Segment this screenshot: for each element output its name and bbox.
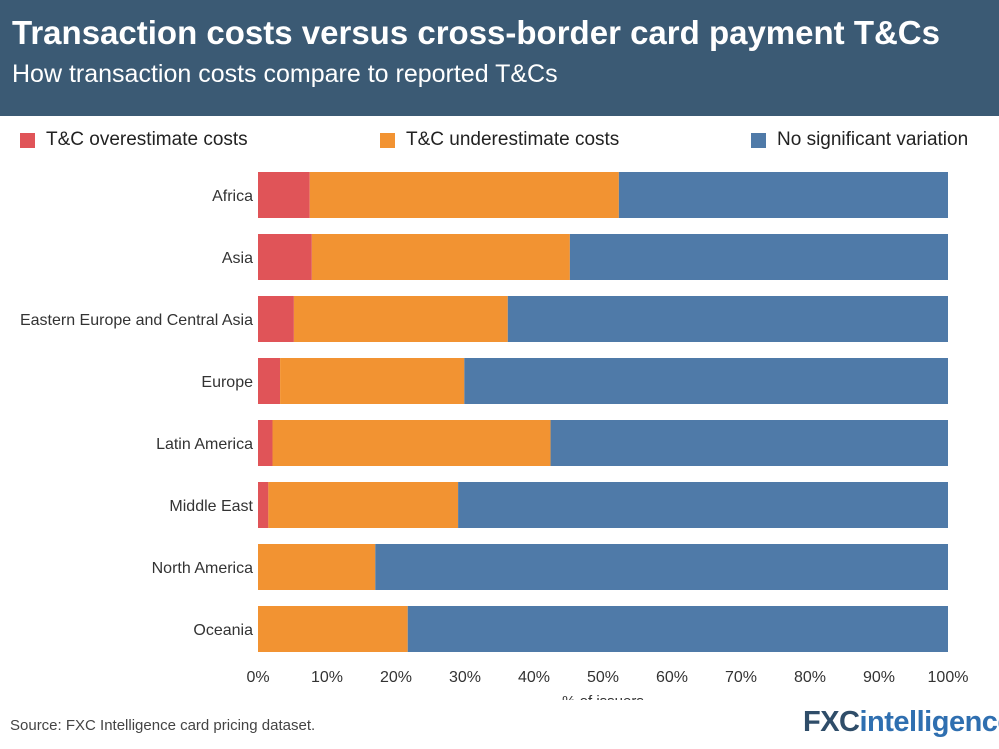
x-tick-label: 0% — [246, 669, 269, 686]
bar-oceania-no-significant-variation — [407, 606, 949, 652]
bar-europe-tandc-underestimate-costs — [280, 358, 465, 404]
bar-asia-tandc-underestimate-costs — [311, 234, 570, 280]
header-banner: Transaction costs versus cross-border ca… — [0, 0, 999, 116]
legend-item-underestimate: T&C underestimate costs — [380, 128, 619, 152]
bar-africa-tandc-overestimate-costs — [258, 172, 310, 218]
x-tick-label: 30% — [449, 669, 481, 686]
bar-middle-east-no-significant-variation — [458, 482, 948, 528]
x-axis-label: % of issuers — [562, 693, 644, 700]
bar-middle-east-tandc-overestimate-costs — [258, 482, 269, 528]
source-note: Source: FXC Intelligence card pricing da… — [10, 717, 316, 734]
bar-latin-america-tandc-overestimate-costs — [258, 420, 273, 466]
x-tick-label: 70% — [725, 669, 757, 686]
bar-latin-america-tandc-underestimate-costs — [272, 420, 551, 466]
fxc-intelligence-logo: FXCintelligence™ — [803, 706, 999, 739]
x-tick-label: 80% — [794, 669, 826, 686]
bar-asia-no-significant-variation — [569, 234, 948, 280]
bar-latin-america-no-significant-variation — [550, 420, 948, 466]
bar-north-america-tandc-underestimate-costs — [258, 544, 376, 590]
category-label-middle-east: Middle East — [169, 498, 253, 515]
category-label-oceania: Oceania — [193, 622, 253, 639]
category-label-europe: Europe — [201, 374, 253, 391]
legend-item-overestimate: T&C overestimate costs — [20, 128, 248, 152]
bar-oceania-tandc-underestimate-costs — [258, 606, 408, 652]
x-tick-label: 90% — [863, 669, 895, 686]
legend-label-underestimate: T&C underestimate costs — [406, 129, 620, 150]
legend-swatch-overestimate — [20, 132, 35, 148]
category-label-north-america: North America — [152, 560, 253, 577]
bar-europe-tandc-overestimate-costs — [258, 358, 281, 404]
x-tick-label: 50% — [587, 669, 619, 686]
category-label-asia: Asia — [222, 250, 253, 267]
legend-swatch-no-variation — [751, 132, 766, 148]
bar-asia-tandc-overestimate-costs — [258, 234, 312, 280]
bar-eastern-europe-and-central-asia-no-significant-variation — [507, 296, 948, 342]
x-tick-label: 40% — [518, 669, 550, 686]
bar-eastern-europe-and-central-asia-tandc-underestimate-costs — [293, 296, 508, 342]
chart-area: Africa Asia Eastern Europe and Central Asi… — [0, 160, 999, 710]
bar-middle-east-tandc-underestimate-costs — [268, 482, 459, 528]
legend-label-no-variation: No significant variation — [777, 129, 969, 150]
bar-europe-no-significant-variation — [464, 358, 948, 404]
bar-eastern-europe-and-central-asia-tandc-overestimate-costs — [258, 296, 294, 342]
x-tick-label: 10% — [311, 669, 343, 686]
bar-north-america-no-significant-variation — [375, 544, 948, 590]
legend-item-no-variation: No significant variation — [751, 128, 968, 152]
logo-fx-text: FXC — [803, 706, 860, 738]
category-label-africa: Africa — [212, 188, 253, 205]
bar-chart: Africa Asia Eastern Europe and Central Asi… — [20, 172, 969, 710]
category-label-latin-america: Latin America — [156, 436, 253, 453]
bar-africa-no-significant-variation — [618, 172, 948, 218]
category-label-eastern-europe-and-central-asia: Eastern Europe and Central Asia — [20, 312, 253, 329]
legend-swatch-underestimate — [380, 132, 395, 148]
logo-intelligence-text: intelligence — [859, 706, 999, 738]
chart-subtitle: How transaction costs compare to reporte… — [12, 60, 558, 88]
x-tick-label: 20% — [380, 669, 412, 686]
legend-label-overestimate: T&C overestimate costs — [46, 129, 248, 150]
bar-africa-tandc-underestimate-costs — [309, 172, 619, 218]
x-tick-label: 100% — [928, 669, 969, 686]
chart-title: Transaction costs versus cross-border ca… — [12, 14, 940, 51]
x-tick-label: 60% — [656, 669, 688, 686]
